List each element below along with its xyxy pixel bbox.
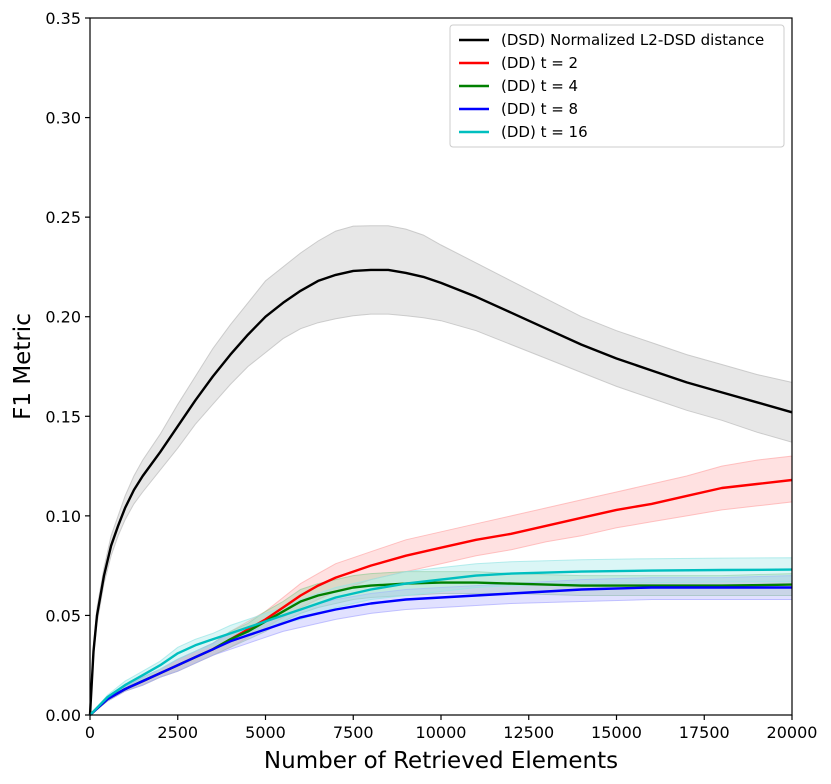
x-tick-label: 7500 <box>333 723 374 742</box>
line-series-0 <box>88 268 793 716</box>
x-tick-label: 12500 <box>503 723 554 742</box>
y-tick-label: 0.05 <box>45 606 81 625</box>
series-lines <box>88 268 793 716</box>
legend-label: (DD) t = 2 <box>501 54 578 72</box>
x-tick-label: 10000 <box>416 723 467 742</box>
y-tick-label: 0.00 <box>45 706 81 725</box>
y-tick-label: 0.30 <box>45 109 81 128</box>
line-series-4 <box>89 568 793 716</box>
x-axis-ticks: 0 2500 5000 7500 10000 12500 15000 17500 20000 <box>85 715 818 742</box>
legend: (DSD) Normalized L2-DSD distance (DD) t =… <box>449 24 785 148</box>
legend-label: (DD) t = 8 <box>501 100 578 118</box>
y-tick-label: 0.25 <box>45 208 81 227</box>
legend-label: (DD) t = 16 <box>501 123 588 141</box>
x-tick-label: 20000 <box>767 723 818 742</box>
x-axis-label: Number of Retrieved Elements <box>264 748 618 774</box>
x-tick-label: 0 <box>85 723 95 742</box>
y-tick-label: 0.35 <box>45 9 81 28</box>
y-tick-label: 0.10 <box>45 507 81 526</box>
y-tick-label: 0.20 <box>45 308 81 327</box>
y-tick-label: 0.15 <box>45 407 81 426</box>
x-tick-label: 17500 <box>679 723 730 742</box>
y-axis-ticks: 0.00 0.05 0.10 0.15 0.20 0.25 0.30 0.35 <box>45 9 90 725</box>
legend-label: (DD) t = 4 <box>501 77 578 95</box>
x-tick-label: 5000 <box>245 723 286 742</box>
legend-box <box>449 24 785 148</box>
x-tick-label: 15000 <box>591 723 642 742</box>
y-axis-label: F1 Metric <box>10 313 36 420</box>
x-tick-label: 2500 <box>157 723 198 742</box>
legend-label: (DSD) Normalized L2-DSD distance <box>501 31 764 49</box>
line-series-3 <box>89 586 792 716</box>
